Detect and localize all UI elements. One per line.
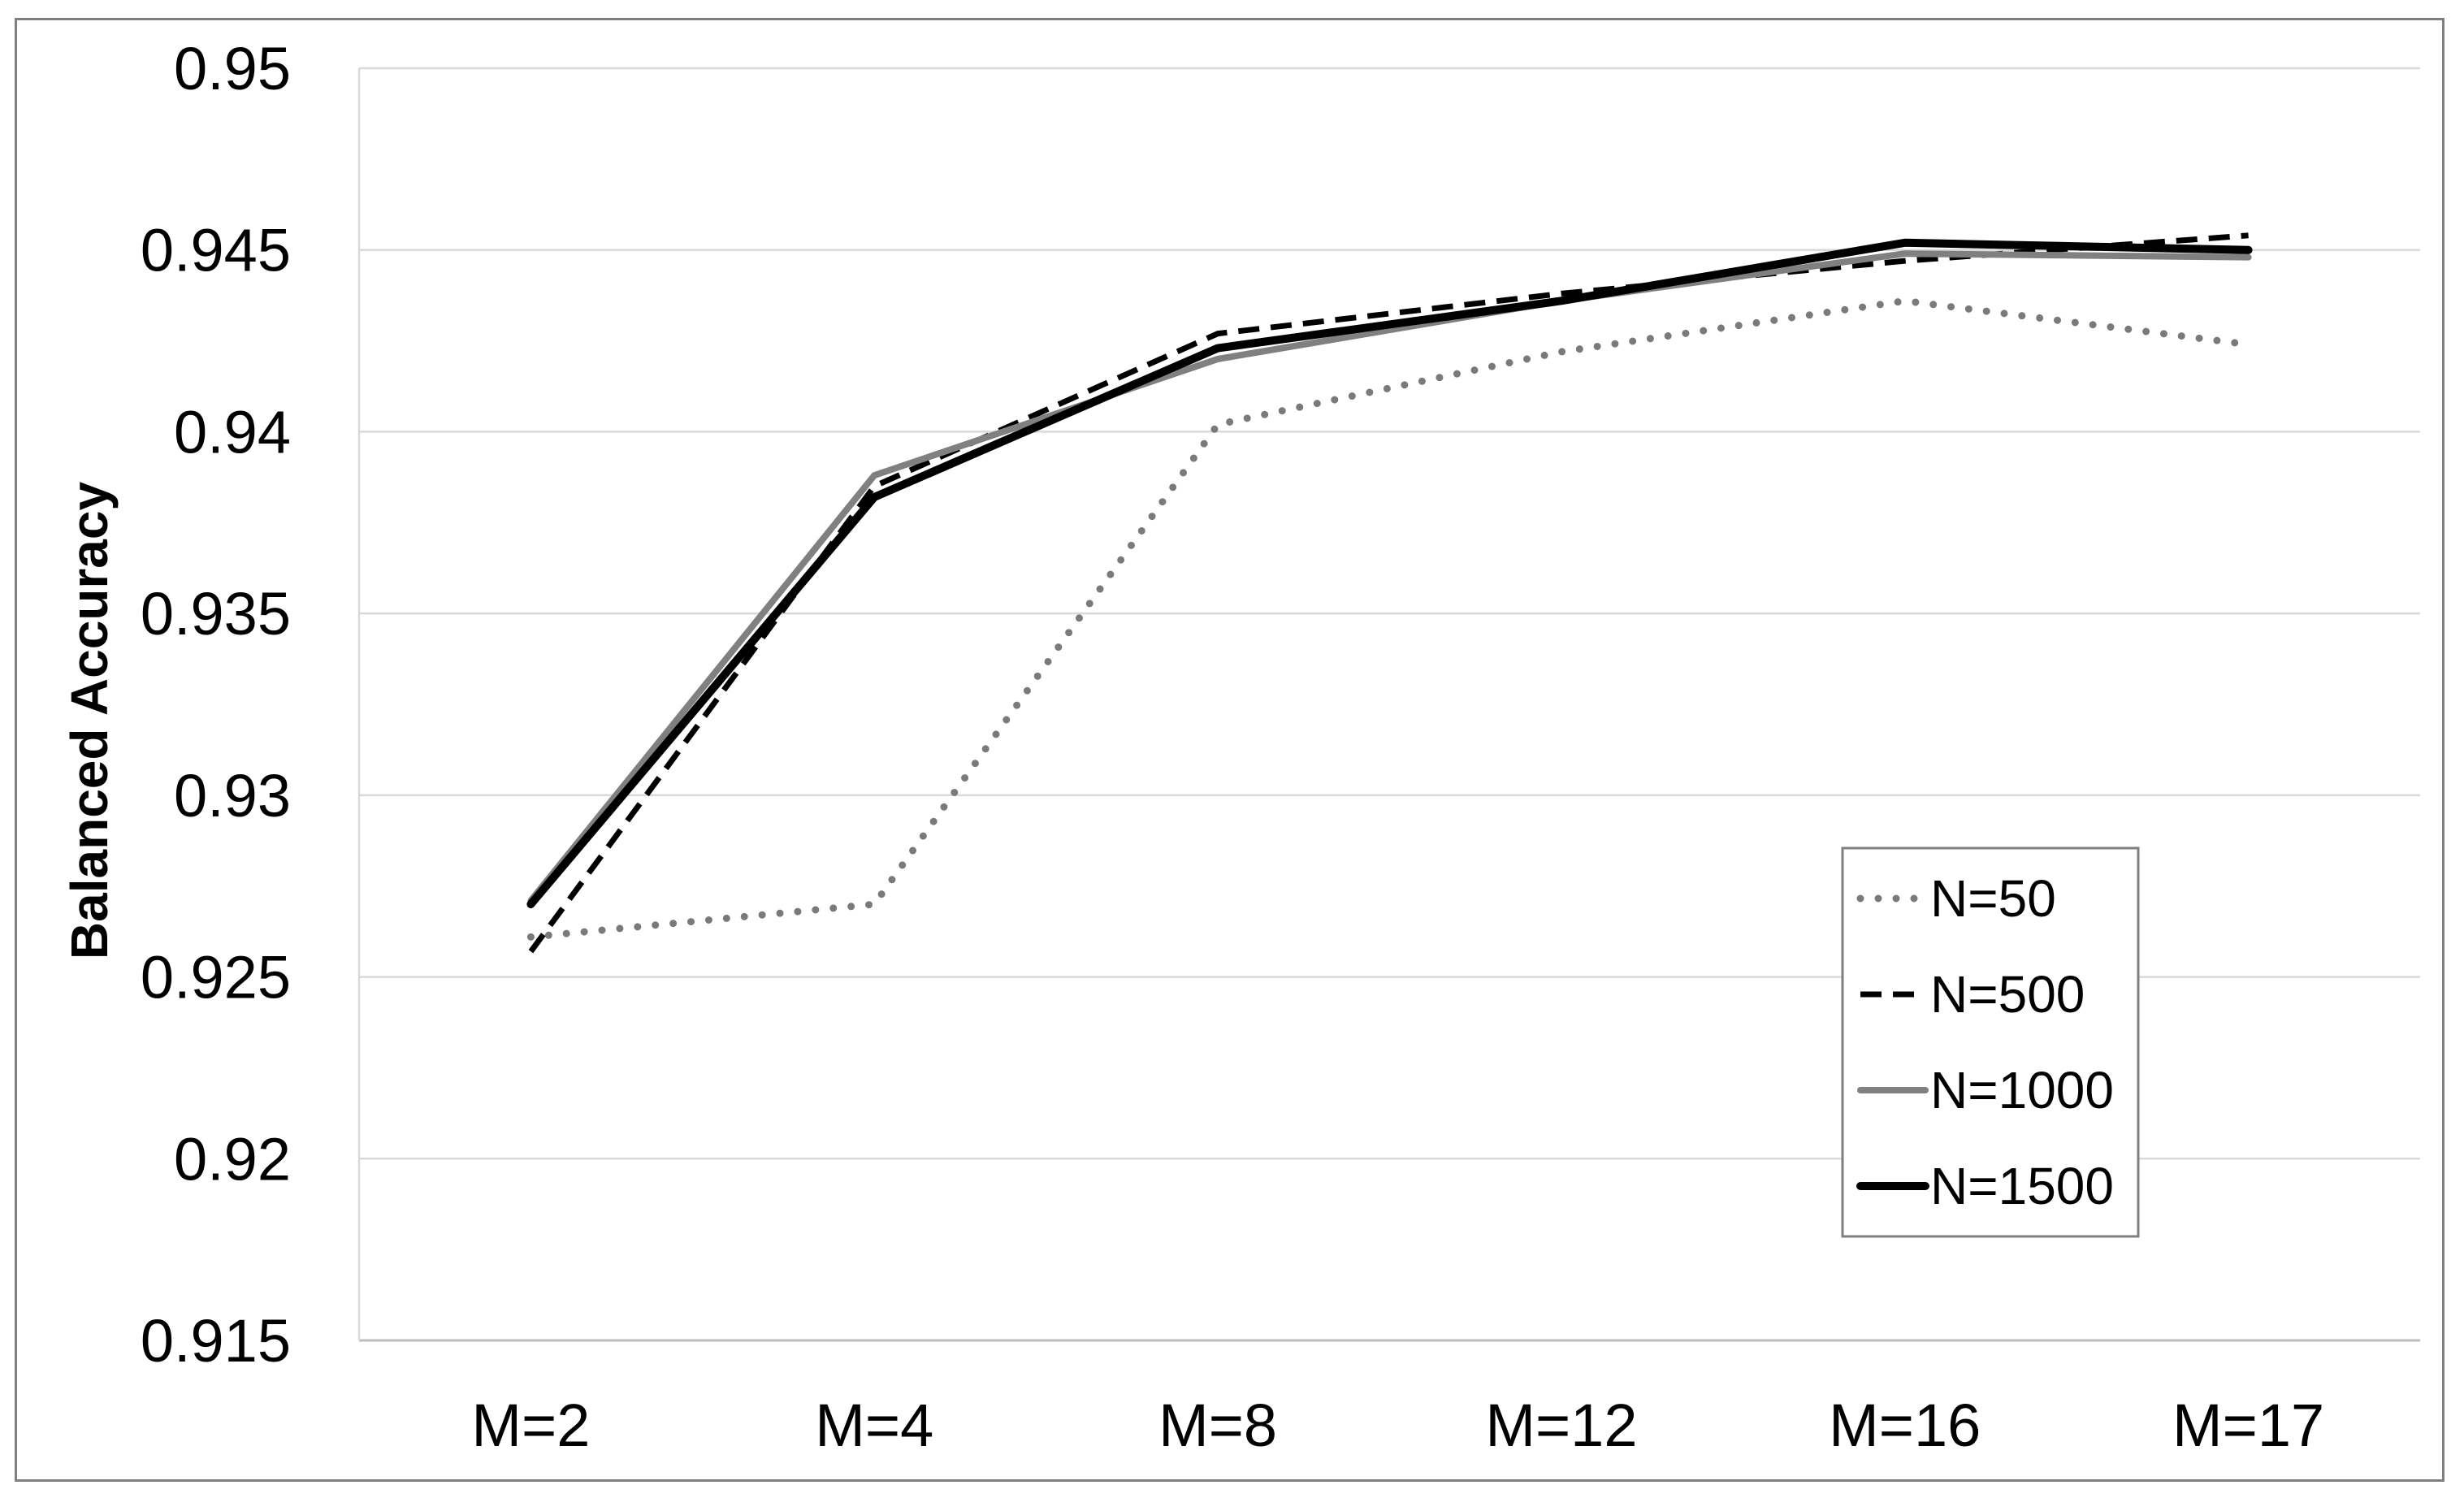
y-tick-label: 0.92 — [174, 1125, 291, 1193]
x-tick-label: M=8 — [1158, 1392, 1277, 1459]
x-tick-label: M=17 — [2172, 1392, 2324, 1459]
y-tick-label: 0.94 — [174, 398, 291, 465]
y-tick-label: 0.93 — [174, 762, 291, 829]
series-lines — [526, 232, 2253, 954]
x-tick-label: M=12 — [1485, 1392, 1637, 1459]
legend: N=50 N=500 N=1000 N=1500 — [1841, 846, 2140, 1238]
y-tick-label: 0.945 — [141, 217, 291, 284]
legend-label: N=1000 — [1930, 1061, 2114, 1119]
series-line-n-1000 — [527, 250, 2252, 904]
x-axis-ticks: M=2 M=4 M=8 M=12 M=16 M=17 — [471, 1392, 2324, 1459]
y-axis-ticks: 0.95 0.945 0.94 0.935 0.93 0.925 0.92 0.915 — [141, 35, 291, 1375]
y-tick-label: 0.935 — [141, 580, 291, 647]
x-tick-label: M=2 — [471, 1392, 590, 1459]
y-tick-label: 0.915 — [141, 1307, 291, 1375]
chart-frame — [15, 18, 2445, 1482]
y-tick-label: 0.925 — [141, 944, 291, 1011]
x-tick-label: M=4 — [815, 1392, 933, 1459]
series-line-n-50 — [526, 297, 2253, 941]
legend-label: N=1500 — [1930, 1157, 2114, 1215]
legend-label: N=50 — [1930, 869, 2056, 928]
x-tick-label: M=16 — [1829, 1392, 1981, 1459]
y-axis-title: Balanced Accuracy — [60, 482, 119, 960]
legend-label: N=500 — [1930, 965, 2085, 1024]
legend-box — [1841, 846, 2140, 1238]
series-line-n-1500 — [526, 238, 2253, 909]
y-tick-label: 0.95 — [174, 35, 291, 102]
